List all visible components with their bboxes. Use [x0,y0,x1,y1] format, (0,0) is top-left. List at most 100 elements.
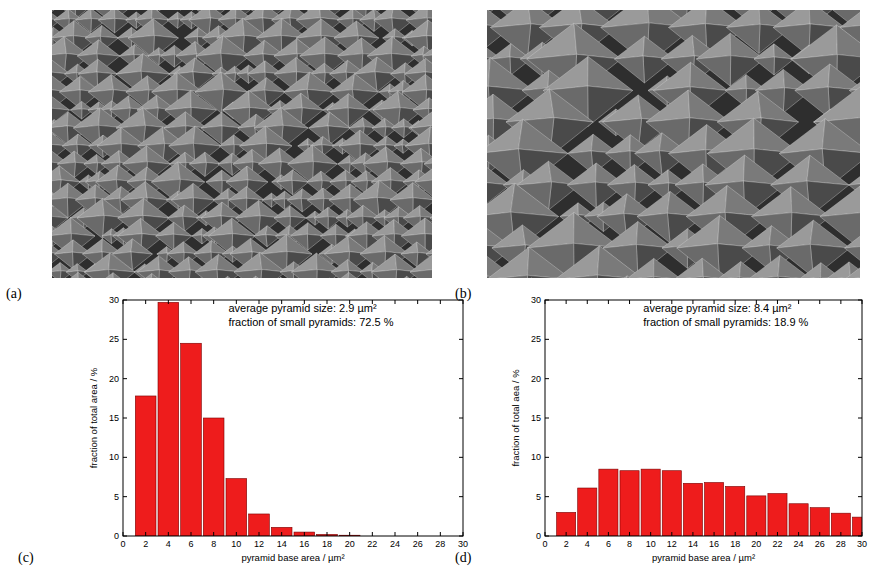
pyramid-facet [201,112,222,128]
x-tick-label: 14 [688,539,698,549]
pyramid-facet [233,149,253,164]
pyramid-facet [360,262,373,272]
pyramid-facet [360,271,373,278]
pyramid-facet [90,273,114,278]
pyramid-facet [413,98,429,110]
pyramid-facet [221,36,250,56]
y-tick [858,300,862,301]
pyramid-facet [229,187,247,200]
pyramid-facet [430,208,432,218]
pyramid-facet [156,222,174,236]
pyramid-facet [143,108,170,128]
pyramid-facet [153,19,178,38]
y-tick-label: 25 [531,334,541,344]
y-tick [545,536,549,537]
pyramid-facet [322,137,335,146]
y-tick [123,300,127,301]
pyramid-facet [674,277,703,278]
x-tick [756,532,757,536]
pyramid-facet [54,10,69,20]
histogram-bar [271,527,292,536]
pyramid-facet [326,272,349,278]
pyramid-facet [102,229,112,236]
y-tick [459,457,463,458]
x-tick-label: 16 [299,539,309,549]
pyramid-facet [707,118,754,153]
pyramid-facet [116,54,143,74]
x-tick-label: 6 [188,539,193,549]
pyramid-facet [555,275,599,278]
pyramid-facet [130,274,152,278]
pyramid-facet [826,262,851,278]
pyramid-facet [52,263,61,272]
pyramid-facet [338,38,363,56]
pyramid-facet [330,170,346,182]
pyramid-facet [363,147,387,164]
pyramid-facet [178,162,205,182]
pyramid-facet [274,57,296,74]
pyramid-facet [298,138,308,146]
pyramid-facet [117,218,142,236]
x-tick-label: 20 [345,539,355,549]
pyramid-facet [226,166,248,182]
pyramid-facet [356,21,378,38]
y-tick-label: 0 [114,531,119,541]
pyramid-facet [405,127,430,146]
x-tick [840,300,841,304]
pyramid-facet [810,220,850,248]
pyramid-facet [192,228,202,236]
pyramid-facet [626,258,654,278]
pyramid-facet [55,272,79,278]
histogram-bar [810,508,829,536]
y-tick [123,418,127,419]
pyramid-facet [669,125,707,154]
histogram-bar [294,532,315,536]
pyramid-facet [374,217,385,227]
pyramid-facet [567,182,596,208]
x-tick-label: 0 [120,539,125,549]
pyramid-facet [141,54,170,74]
histogram-bar [578,488,597,536]
pyramid-facet [286,235,312,254]
pyramid-facet [237,73,249,84]
pyramid-facet [327,94,348,110]
pyramid-facet [307,223,325,236]
plot-frame [123,300,463,536]
pyramid-facet [71,218,95,236]
pyramid-facet [195,254,218,272]
y-tick [545,418,549,419]
pyramid-facet [307,72,336,92]
pyramid-facet [84,154,98,164]
pyramid-facet [407,276,425,278]
pyramid-facet [256,19,281,38]
pyramid-facet [238,276,257,278]
y-tick [858,378,862,379]
pyramid-facet [392,119,405,128]
pyramid-facet [290,206,306,218]
pyramid-facet [167,205,184,218]
pyramid-facet [654,258,682,278]
pyramid-facet [52,10,64,14]
pyramid-facet [425,74,432,92]
y-tick-label: 20 [109,374,119,384]
pyramid-facet [329,184,350,200]
y-tick-label: 15 [531,413,541,423]
x-tick [123,532,124,536]
pyramid-facet [169,126,195,146]
pyramid-facet [97,144,121,166]
x-tick-label: 22 [772,539,782,549]
pyramid-facet [334,21,358,38]
y-tick [858,496,862,497]
pyramid-facet [351,153,366,164]
pyramid-facet [202,26,219,38]
x-tick [145,532,146,536]
pyramid-facet [351,171,367,182]
y-tick [858,457,862,458]
y-tick [459,536,463,537]
pyramid-facet [606,135,631,154]
pyramid-facet [236,200,261,218]
pyramid-facet [137,256,159,272]
x-tick [671,532,672,536]
pyramid-facet [517,161,551,185]
pyramid-facet [347,272,371,278]
